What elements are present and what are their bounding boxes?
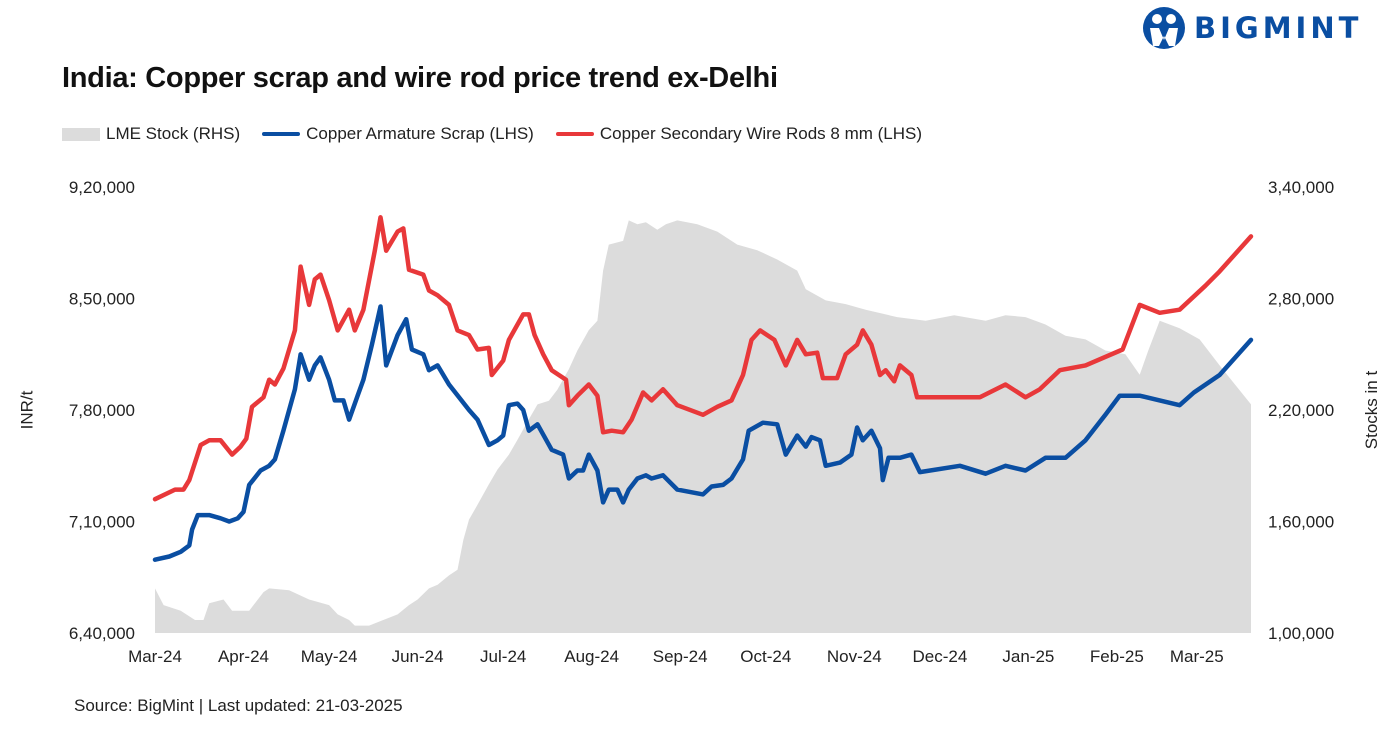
x-tick-label: Mar-25 bbox=[1170, 647, 1224, 666]
y-right-tick-label: 2,20,000 bbox=[1268, 401, 1334, 420]
logo-icon bbox=[1143, 7, 1185, 49]
logo-text: BIGMINT bbox=[1194, 11, 1363, 45]
legend-label: LME Stock (RHS) bbox=[106, 124, 241, 143]
bigmint-logo: BIGMINT bbox=[1142, 6, 1362, 50]
x-tick-label: Sep-24 bbox=[653, 647, 708, 666]
legend-label: Copper Secondary Wire Rods 8 mm (LHS) bbox=[599, 124, 923, 143]
y-left-tick-label: 7,80,000 bbox=[69, 401, 135, 420]
x-tick-label: Jun-24 bbox=[392, 647, 444, 666]
y-left-tick-label: 9,20,000 bbox=[69, 178, 135, 197]
legend: LME Stock (RHS) Copper Armature Scrap (L… bbox=[62, 124, 944, 144]
x-tick-label: Aug-24 bbox=[564, 647, 619, 666]
x-tick-label: Oct-24 bbox=[740, 647, 791, 666]
legend-swatch-line bbox=[555, 132, 594, 136]
y-axis-left-label: INR/t bbox=[17, 390, 37, 430]
y-right-tick-label: 2,80,000 bbox=[1268, 290, 1334, 309]
series-line-wire-rods bbox=[152, 215, 1254, 502]
x-tick-label: Feb-25 bbox=[1090, 647, 1144, 666]
y-right-tick-label: 1,00,000 bbox=[1268, 624, 1334, 643]
y-right-tick-label: 3,40,000 bbox=[1268, 178, 1334, 197]
y-left-tick-label: 6,40,000 bbox=[69, 624, 135, 643]
legend-item-lme-stock: LME Stock (RHS) bbox=[62, 124, 240, 144]
legend-swatch-line bbox=[262, 132, 301, 136]
x-tick-label: Apr-24 bbox=[218, 647, 269, 666]
legend-label: Copper Armature Scrap (LHS) bbox=[306, 124, 534, 143]
series-area-lme-stock bbox=[155, 220, 1251, 633]
legend-item-wire-rods: Copper Secondary Wire Rods 8 mm (LHS) bbox=[555, 124, 923, 144]
x-tick-label: May-24 bbox=[301, 647, 358, 666]
x-tick-label: Mar-24 bbox=[128, 647, 182, 666]
legend-swatch-area bbox=[62, 127, 100, 141]
x-tick-label: Dec-24 bbox=[912, 647, 967, 666]
chart-title: India: Copper scrap and wire rod price t… bbox=[62, 62, 778, 94]
x-tick-label: Jan-25 bbox=[1002, 647, 1054, 666]
series-line-armature-scrap bbox=[152, 304, 1254, 562]
legend-item-armature-scrap: Copper Armature Scrap (LHS) bbox=[262, 124, 534, 144]
x-tick-label: Jul-24 bbox=[480, 647, 526, 666]
x-tick-label: Nov-24 bbox=[827, 647, 882, 666]
y-axis-right-label: Stocks in t bbox=[1362, 370, 1382, 450]
y-left-tick-label: 8,50,000 bbox=[69, 290, 135, 309]
y-left-tick-label: 7,10,000 bbox=[69, 513, 135, 532]
y-right-tick-label: 1,60,000 bbox=[1268, 513, 1334, 532]
source-note: Source: BigMint | Last updated: 21-03-20… bbox=[74, 696, 403, 715]
